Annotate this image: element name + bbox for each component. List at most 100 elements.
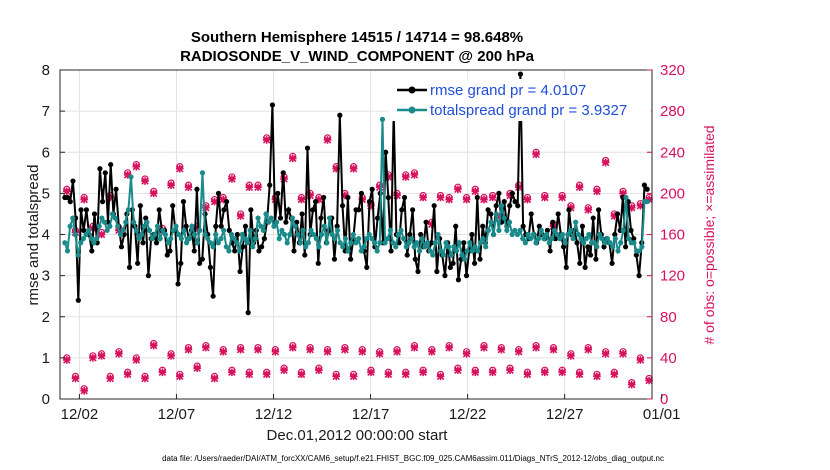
totalspread-point: [324, 240, 330, 246]
obs_assimilated_00z-point: [645, 376, 653, 385]
rmse-point: [156, 207, 162, 213]
rmse-point: [291, 248, 297, 254]
obs_assimilated_00z-point: [202, 343, 210, 352]
totalspread-point: [117, 231, 124, 238]
obs_assimilated-point: [202, 203, 210, 212]
rmse-point: [240, 244, 246, 250]
totalspread-point: [332, 236, 338, 242]
chart-title-line1: Southern Hemisphere 14515 / 14714 = 98.6…: [191, 29, 523, 46]
rmse-point: [275, 190, 281, 196]
totalspread-point: [356, 236, 362, 242]
totalspread-point: [83, 231, 89, 238]
rmse-point: [520, 223, 526, 229]
totalspread-point: [573, 219, 579, 225]
totalspread-point: [480, 236, 486, 242]
rmse-point: [315, 260, 321, 266]
totalspread-point: [115, 223, 121, 229]
rmse-point: [118, 244, 125, 250]
obs_assimilated_00z-point: [549, 345, 558, 354]
x-tick-label: 12/22: [449, 406, 487, 423]
obs_assimilated-point: [488, 193, 497, 202]
totalspread-point: [281, 231, 288, 238]
totalspread-point: [639, 244, 645, 250]
obs_assimilated-point: [341, 191, 349, 200]
totalspread-point: [210, 244, 216, 250]
totalspread-point: [387, 227, 394, 233]
totalspread-point: [551, 227, 558, 233]
rmse-point: [126, 264, 133, 270]
totalspread-point: [213, 231, 219, 238]
totalspread-point: [467, 240, 473, 246]
rmse-point: [207, 264, 214, 270]
right-axis-ticks: 0 40 80 120 160 200 240 280 320: [647, 62, 685, 408]
obs_assimilated_00z-point: [384, 370, 393, 379]
obs_assimilated_00z-point: [106, 374, 115, 383]
obs_assimilated_00z-point: [488, 368, 497, 377]
rmse-point: [280, 170, 286, 176]
rmse-point: [374, 215, 381, 221]
rmse-point: [404, 252, 410, 258]
obs_assimilated-point: [454, 185, 462, 194]
totalspread-point: [586, 231, 592, 238]
totalspread-point: [184, 240, 190, 246]
totalspread-point: [149, 236, 155, 242]
rmse-point: [587, 252, 594, 258]
totalspread-point: [318, 231, 325, 238]
obs_assimilated-point: [375, 183, 384, 192]
totalspread-point: [427, 248, 433, 254]
totalspread-point: [78, 240, 84, 246]
obs_assimilated-point: [540, 193, 549, 202]
totalspread-point: [469, 248, 476, 254]
totalspread-point: [191, 231, 198, 238]
totalspread-point: [223, 244, 229, 250]
totalspread-point: [255, 215, 261, 221]
totalspread-point: [422, 244, 428, 250]
totalspread-point: [250, 244, 256, 250]
obs_assimilated_00z-point: [193, 364, 201, 372]
totalspread-point: [218, 236, 224, 242]
obs_assimilated-point: [219, 195, 228, 204]
obs_assimilated_00z-point: [584, 345, 593, 354]
obs_assimilated_00z-point: [210, 374, 219, 383]
totalspread-point: [369, 236, 375, 242]
rmse-point: [450, 260, 456, 266]
totalspread-point: [125, 207, 131, 213]
totalspread-point: [440, 252, 446, 258]
totalspread-point: [247, 227, 253, 233]
totalspread-point: [456, 240, 462, 246]
y-axis-right-label: # of obs: o=possible; ×=assimilated: [701, 125, 717, 344]
totalspread-point: [128, 174, 134, 180]
rmse-point: [480, 223, 486, 229]
rmse-point: [633, 252, 639, 258]
obs_assimilated_00z-point: [306, 345, 314, 354]
totalspread-point: [567, 227, 573, 233]
rmse-point: [574, 240, 580, 246]
totalspread-point: [326, 215, 333, 221]
rmse-point: [248, 207, 254, 213]
totalspread-point: [620, 227, 626, 233]
totalspread-point: [374, 248, 380, 254]
rmse-point: [563, 264, 569, 270]
obs_assimilated_00z-point: [540, 368, 549, 377]
rmse-point: [609, 260, 615, 266]
totalspread-point: [244, 240, 251, 246]
rmse-point: [461, 240, 467, 246]
totalspread-point: [221, 227, 227, 233]
obs_assimilated-point: [306, 191, 314, 200]
totalspread-point: [141, 223, 147, 229]
obs_assimilated_00z-point: [523, 370, 532, 379]
rmse-point: [321, 194, 327, 201]
y-right-tick-label: 80: [660, 309, 677, 326]
totalspread-point: [546, 240, 552, 246]
rmse-point: [593, 256, 599, 262]
totalspread-point: [252, 236, 259, 242]
totalspread-point: [176, 231, 182, 238]
totalspread-point: [498, 203, 505, 209]
totalspread-point: [300, 227, 306, 233]
obs_assimilated-point: [193, 224, 201, 233]
obs_assimilated_00z-point: [158, 368, 167, 377]
obs_assimilated-point: [558, 193, 566, 202]
rmse-point: [259, 244, 265, 250]
totalspread-point: [520, 236, 526, 242]
totalspread-point: [366, 231, 372, 238]
